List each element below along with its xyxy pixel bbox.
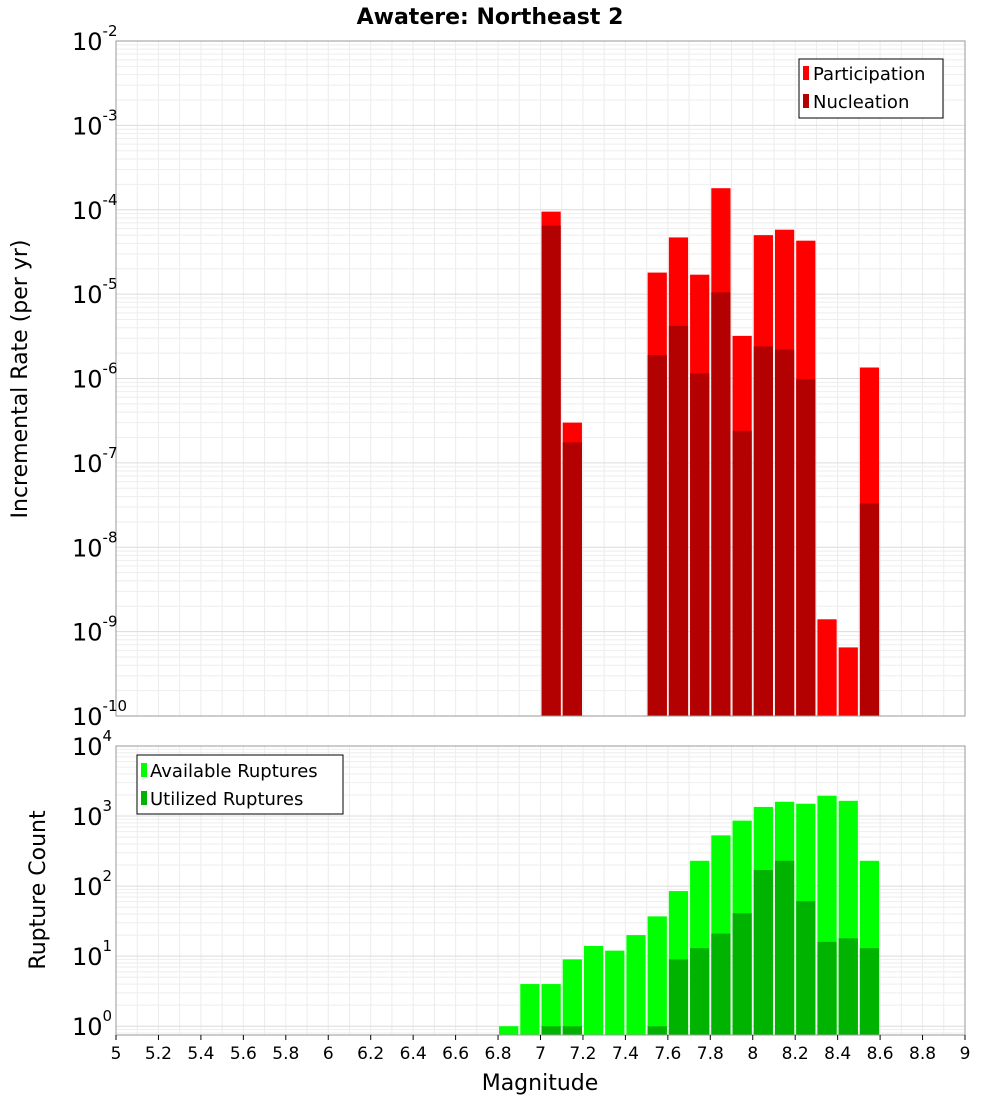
bar-nucleation-8-5 xyxy=(859,503,880,716)
bar-utilized-ruptures-8 xyxy=(753,869,773,1035)
bottom-legend: Available Ruptures Utilized Ruptures xyxy=(136,754,344,815)
y-tick-label: 10-6 xyxy=(72,360,118,394)
bar-nucleation-7-1 xyxy=(562,442,582,716)
legend-swatch-available-ruptures xyxy=(141,763,147,777)
x-tick-label: 6 xyxy=(323,1044,334,1064)
x-tick-label: 5.4 xyxy=(187,1044,214,1064)
x-tick-label: 7.6 xyxy=(654,1044,681,1064)
y-tick-label: 104 xyxy=(72,727,112,761)
chart-title: Awatere: Northeast 2 xyxy=(357,5,624,30)
x-tick-label: 8.8 xyxy=(909,1044,936,1064)
x-tick-label: 9 xyxy=(960,1044,971,1064)
bar-utilized-ruptures-8-4 xyxy=(838,938,858,1035)
x-tick-label: 5.8 xyxy=(272,1044,299,1064)
legend-label-nucleation: Nucleation xyxy=(813,92,909,113)
top-bars xyxy=(541,188,880,717)
top-grid xyxy=(115,40,966,717)
bar-participation-8-3 xyxy=(817,619,837,716)
top-panel: 10-2 10-3 10-4 10-5 10-6 10-7 10-8 10-9 10-10 In… xyxy=(8,22,966,731)
x-tick-label: 5.6 xyxy=(230,1044,257,1064)
bar-utilized-ruptures-7-5 xyxy=(647,1026,667,1035)
bar-available-ruptures-7-5 xyxy=(647,916,667,1035)
legend-swatch-utilized-ruptures xyxy=(141,791,147,805)
bar-utilized-ruptures-7-9 xyxy=(732,913,752,1035)
y-tick-label: 10-2 xyxy=(72,22,118,56)
y-tick-label: 100 xyxy=(72,1007,112,1041)
bar-nucleation-7-6 xyxy=(668,325,689,716)
y-tick-label: 10-7 xyxy=(72,444,118,478)
bar-participation-8-4 xyxy=(838,647,858,716)
bar-utilized-ruptures-7 xyxy=(541,1026,561,1035)
x-tick-label: 5 xyxy=(111,1044,122,1064)
bar-nucleation-7-5 xyxy=(647,354,667,716)
top-legend-box xyxy=(798,58,944,119)
bar-nucleation-8 xyxy=(753,346,773,716)
bar-available-ruptures-6-9 xyxy=(520,984,540,1035)
x-tick-label: 7.2 xyxy=(569,1044,596,1064)
x-axis-label: Magnitude xyxy=(482,1071,599,1096)
x-tick-label: 7 xyxy=(535,1044,546,1064)
bar-utilized-ruptures-7-1 xyxy=(562,1026,582,1035)
bar-nucleation-7-8 xyxy=(711,292,731,716)
bar-nucleation-7 xyxy=(541,225,561,716)
bar-utilized-ruptures-7-6 xyxy=(668,959,689,1035)
y-tick-label: 10-4 xyxy=(72,191,118,225)
x-tick-label: 7.8 xyxy=(697,1044,724,1064)
x-tick-label: 8 xyxy=(747,1044,758,1064)
bottom-legend-box xyxy=(136,754,344,815)
y-tick-label: 10-10 xyxy=(72,697,127,731)
bar-available-ruptures-7-4 xyxy=(626,935,646,1035)
x-tick-label: 6.6 xyxy=(442,1044,469,1064)
x-tick-label: 8.4 xyxy=(824,1044,851,1064)
x-tick-label: 6.4 xyxy=(400,1044,427,1064)
x-tick-label: 6.8 xyxy=(485,1044,512,1064)
y-tick-label: 10-5 xyxy=(72,275,118,309)
y-tick-label: 10-8 xyxy=(72,528,118,562)
top-plot-border xyxy=(115,40,966,717)
bottom-grid xyxy=(115,745,966,1035)
legend-label-available-ruptures: Available Ruptures xyxy=(150,761,318,782)
x-ticks: 5 5.2 5.4 5.6 5.8 6 6.2 6.4 6.6 6.8 7 7.2 7.4 7.6 7.8 8… xyxy=(111,1035,971,1064)
bar-utilized-ruptures-7-8 xyxy=(711,933,731,1035)
bar-available-ruptures-7-3 xyxy=(605,950,625,1035)
y-tick-label: 102 xyxy=(72,867,112,901)
bottom-y-ticks: 104 103 102 101 100 xyxy=(72,727,112,1041)
bar-utilized-ruptures-7-7 xyxy=(690,948,710,1035)
bar-nucleation-8-2 xyxy=(796,379,816,716)
legend-label-utilized-ruptures: Utilized Ruptures xyxy=(150,789,303,810)
x-tick-label: 8.2 xyxy=(782,1044,809,1064)
top-legend: Participation Nucleation xyxy=(798,58,944,119)
legend-label-participation: Participation xyxy=(813,64,925,85)
y-tick-label: 103 xyxy=(72,797,112,831)
y-tick-label: 10-9 xyxy=(72,613,118,647)
x-tick-label: 5.2 xyxy=(145,1044,172,1064)
bottom-y-axis-label: Rupture Count xyxy=(26,810,51,970)
bar-nucleation-7-9 xyxy=(732,430,752,716)
legend-swatch-nucleation xyxy=(803,94,809,108)
top-y-axis-label: Incremental Rate (per yr) xyxy=(8,240,33,519)
y-tick-label: 101 xyxy=(72,937,112,971)
y-tick-label: 10-3 xyxy=(72,106,118,140)
top-y-ticks: 10-2 10-3 10-4 10-5 10-6 10-7 10-8 10-9 10-10 xyxy=(72,22,127,731)
bar-utilized-ruptures-8-3 xyxy=(817,941,837,1035)
bar-available-ruptures-7-2 xyxy=(583,945,604,1035)
bottom-panel: 104 103 102 101 100 Rupture Count Available … xyxy=(26,727,966,1041)
bar-utilized-ruptures-8-2 xyxy=(796,901,816,1035)
bar-available-ruptures-7-1 xyxy=(562,959,582,1035)
x-tick-label: 6.2 xyxy=(357,1044,384,1064)
bar-available-ruptures-7 xyxy=(541,984,561,1035)
bar-nucleation-7-7 xyxy=(690,373,710,716)
bar-utilized-ruptures-8-5 xyxy=(859,948,880,1035)
bar-nucleation-8-1 xyxy=(774,349,795,716)
legend-swatch-participation xyxy=(803,66,809,80)
bottom-bars xyxy=(499,795,880,1035)
x-tick-label: 7.4 xyxy=(612,1044,639,1064)
bar-utilized-ruptures-8-1 xyxy=(774,860,795,1035)
bar-available-ruptures-6-8 xyxy=(499,1026,519,1035)
x-tick-label: 8.6 xyxy=(867,1044,894,1064)
